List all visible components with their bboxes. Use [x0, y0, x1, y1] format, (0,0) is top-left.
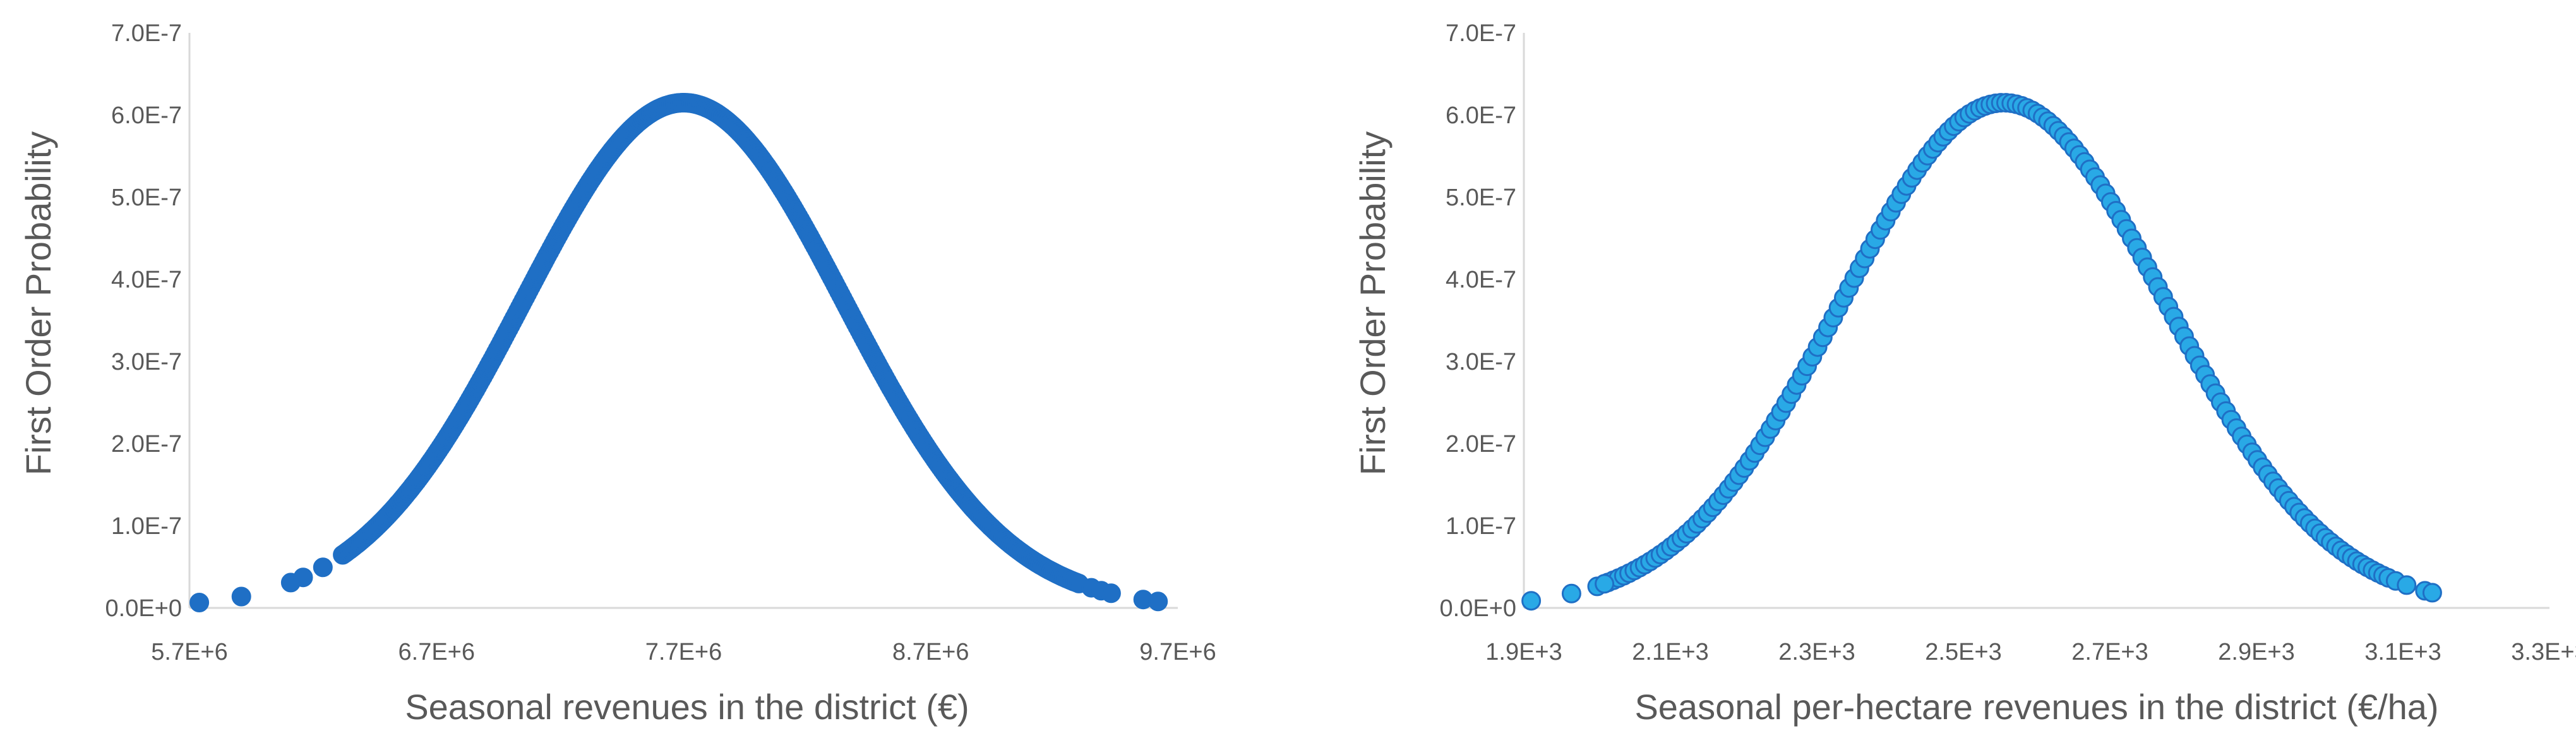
y-tick-label: 2.0E-7 [1446, 431, 1516, 458]
y-tick-label: 5.0E-7 [111, 185, 182, 211]
chart-1-x-axis-title: Seasonal revenues in the district (€) [405, 687, 969, 727]
chart-2-y-axis-title: First Order Probability [1353, 131, 1393, 476]
x-tick-label: 8.7E+6 [892, 639, 969, 665]
data-point [1595, 574, 1615, 594]
y-tick-label: 2.0E-7 [111, 431, 182, 458]
data-point [2397, 575, 2417, 595]
data-point [313, 557, 333, 578]
x-tick-label: 6.7E+6 [398, 639, 476, 665]
y-tick-label: 0.0E+0 [105, 595, 183, 622]
chart-1-x-axis: 5.7E+6 6.7E+6 7.7E+6 8.7E+6 9.7E+6 [151, 607, 1216, 665]
data-point [1561, 583, 1581, 604]
x-tick-label: 2.3E+3 [1778, 639, 1855, 665]
chart-2-x-axis: 1.9E+3 2.1E+3 2.3E+3 2.5E+3 2.7E+3 2.9E+3 3.1E… [1485, 607, 2576, 665]
x-tick-label: 3.3E+3 [2511, 639, 2576, 665]
x-tick-label: 2.5E+3 [1925, 639, 2002, 665]
chart-seasonal-revenues: 0.0E+0 1.0E-7 2.0E-7 3.0E-7 4.0E-7 5.0E-7 6.0E… [18, 20, 1216, 727]
y-tick-label: 1.0E-7 [111, 513, 182, 540]
x-tick-label: 2.1E+3 [1632, 639, 1709, 665]
y-tick-label: 6.0E-7 [111, 102, 182, 129]
y-tick-label: 4.0E-7 [1446, 267, 1516, 293]
x-tick-label: 5.7E+6 [151, 639, 228, 665]
y-tick-label: 5.0E-7 [1446, 185, 1516, 211]
y-tick-label: 1.0E-7 [1446, 513, 1516, 540]
chart-1-y-axis: 0.0E+0 1.0E-7 2.0E-7 3.0E-7 4.0E-7 5.0E-7 6.0E… [105, 20, 191, 622]
x-tick-label: 2.9E+3 [2218, 639, 2295, 665]
chart-1-y-axis-title: First Order Probability [18, 131, 58, 476]
x-tick-label: 7.7E+6 [645, 639, 722, 665]
y-tick-label: 3.0E-7 [1446, 349, 1516, 375]
x-tick-label: 3.1E+3 [2364, 639, 2441, 665]
data-point [293, 567, 313, 588]
x-tick-label: 9.7E+6 [1139, 639, 1216, 665]
chart-2-y-axis: 0.0E+0 1.0E-7 2.0E-7 3.0E-7 4.0E-7 5.0E-7 6.0E… [1440, 20, 1525, 622]
data-point [189, 593, 210, 612]
data-point [231, 586, 251, 607]
y-tick-label: 6.0E-7 [1446, 102, 1516, 129]
data-point [1521, 591, 1542, 611]
chart-1-points [189, 93, 1168, 612]
y-tick-label: 0.0E+0 [1440, 595, 1517, 622]
y-tick-label: 3.0E-7 [111, 349, 182, 375]
x-tick-label: 2.7E+3 [2071, 639, 2148, 665]
y-tick-label: 7.0E-7 [1446, 20, 1516, 47]
y-tick-label: 4.0E-7 [111, 267, 182, 293]
data-point [1148, 591, 1168, 612]
y-tick-label: 7.0E-7 [111, 20, 182, 47]
data-point [2422, 583, 2442, 603]
chart-2-points [1521, 93, 2442, 611]
chart-2-x-axis-title: Seasonal per-hectare revenues in the dis… [1634, 687, 2438, 727]
chart-per-hectare-revenues: 0.0E+0 1.0E-7 2.0E-7 3.0E-7 4.0E-7 5.0E-7 6.0E… [1353, 20, 2576, 727]
x-tick-label: 1.9E+3 [1485, 639, 1562, 665]
data-point [1101, 583, 1121, 604]
